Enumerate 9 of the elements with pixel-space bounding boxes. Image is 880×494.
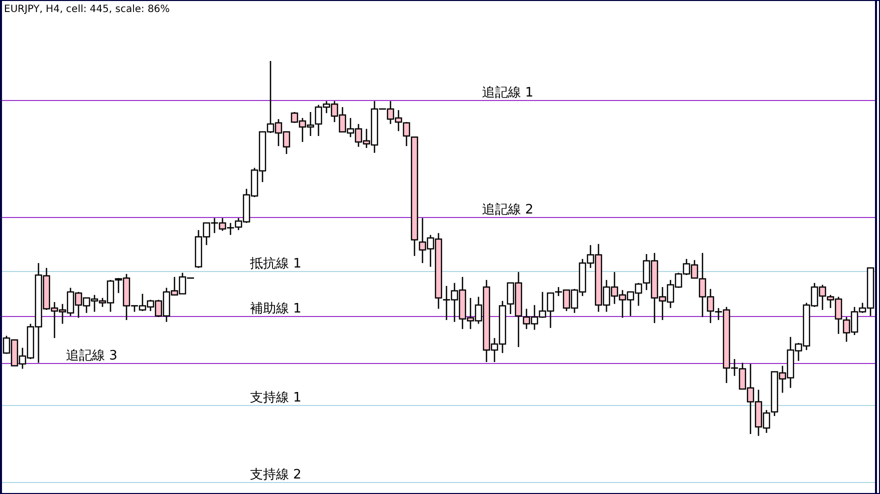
ref-line-label: 支持線 2 (250, 468, 302, 482)
ref-line-label: 追記線 1 (482, 86, 534, 100)
ref-line-label: 追記線 2 (482, 202, 534, 218)
chart-title: EURJPY, H4, cell: 445, scale: 86% (4, 4, 170, 15)
ref-line-label: 支持線 1 (250, 390, 302, 406)
candlestick (402, 121, 410, 147)
ref-line-label: 補助線 1 (250, 302, 302, 316)
ref-line-label: 抵抗線 1 (249, 256, 302, 272)
ref-line-label: 追記線 3 (66, 348, 118, 364)
